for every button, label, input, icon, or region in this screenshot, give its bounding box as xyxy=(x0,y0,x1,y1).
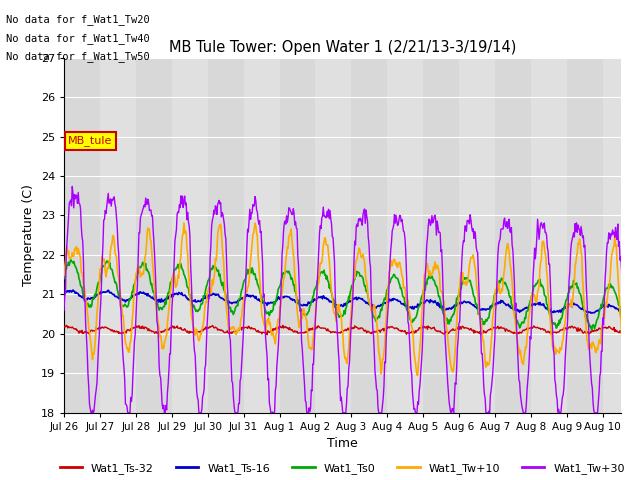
Wat1_Ts0 xyxy=(444,321,451,326)
Wat1_Ts-16 xyxy=(444,306,451,312)
Wat1_Tw+30 xyxy=(412,410,420,416)
Bar xyxy=(316,58,351,413)
Text: MB_tule: MB_tule xyxy=(68,135,113,146)
Bar xyxy=(280,58,316,413)
Wat1_Ts-32 xyxy=(262,330,269,336)
Line: Wat1_Ts-16: Wat1_Ts-16 xyxy=(64,290,639,314)
Wat1_Ts-16 xyxy=(635,306,640,312)
Wat1_Tw+10 xyxy=(233,327,241,333)
Wat1_Tw+30 xyxy=(129,372,137,377)
Wat1_Ts0 xyxy=(635,299,640,304)
Wat1_Ts-32 xyxy=(635,324,640,330)
Bar xyxy=(459,58,495,413)
Wat1_Ts0 xyxy=(284,270,292,276)
Wat1_Tw+10 xyxy=(414,372,422,378)
Wat1_Tw+10 xyxy=(445,343,452,348)
Wat1_Tw+10 xyxy=(284,245,292,251)
Wat1_Tw+30 xyxy=(68,183,76,189)
Bar xyxy=(208,58,244,413)
Wat1_Ts-16 xyxy=(69,287,77,293)
Wat1_Ts-32 xyxy=(233,328,241,334)
Wat1_Ts-32 xyxy=(285,327,292,333)
Bar xyxy=(64,58,100,413)
Wat1_Ts0 xyxy=(588,327,595,333)
Line: Wat1_Tw+30: Wat1_Tw+30 xyxy=(64,186,639,413)
Wat1_Ts-16 xyxy=(262,300,270,306)
Bar xyxy=(423,58,459,413)
Wat1_Tw+30 xyxy=(635,321,640,327)
Wat1_Ts0 xyxy=(262,311,270,317)
Wat1_Tw+10 xyxy=(412,360,419,365)
Bar xyxy=(567,58,603,413)
Wat1_Ts-32 xyxy=(445,331,452,336)
Wat1_Ts-32 xyxy=(279,323,287,328)
Wat1_Tw+10 xyxy=(127,331,135,337)
Text: No data for f_Wat1_Tw50: No data for f_Wat1_Tw50 xyxy=(6,51,150,62)
Bar xyxy=(351,58,387,413)
Wat1_Ts0 xyxy=(234,303,242,309)
Wat1_Tw+10 xyxy=(252,220,259,226)
X-axis label: Time: Time xyxy=(327,437,358,450)
Wat1_Tw+10 xyxy=(635,324,640,329)
Bar xyxy=(495,58,531,413)
Bar xyxy=(136,58,172,413)
Wat1_Ts-32 xyxy=(127,327,135,333)
Wat1_Ts0 xyxy=(129,288,136,294)
Wat1_Tw+30 xyxy=(60,308,68,313)
Wat1_Ts-16 xyxy=(129,294,136,300)
Wat1_Ts-32 xyxy=(60,324,68,329)
Wat1_Ts0 xyxy=(412,315,419,321)
Wat1_Ts0 xyxy=(67,257,75,263)
Wat1_Ts-16 xyxy=(412,304,419,310)
Bar xyxy=(531,58,567,413)
Bar xyxy=(172,58,208,413)
Wat1_Tw+30 xyxy=(235,401,243,407)
Wat1_Ts-16 xyxy=(234,298,242,303)
Wat1_Tw+30 xyxy=(87,410,95,416)
Wat1_Ts-32 xyxy=(412,329,420,335)
Title: MB Tule Tower: Open Water 1 (2/21/13-3/19/14): MB Tule Tower: Open Water 1 (2/21/13-3/1… xyxy=(169,40,516,55)
Wat1_Ts-32 xyxy=(263,332,271,337)
Text: No data for f_Wat1_Tw40: No data for f_Wat1_Tw40 xyxy=(6,33,150,44)
Wat1_Tw+10 xyxy=(262,324,270,330)
Wat1_Ts-16 xyxy=(284,294,292,300)
Wat1_Ts-16 xyxy=(60,288,68,294)
Wat1_Ts-16 xyxy=(625,311,632,317)
Wat1_Tw+30 xyxy=(445,390,452,396)
Bar xyxy=(244,58,280,413)
Line: Wat1_Ts0: Wat1_Ts0 xyxy=(64,260,639,330)
Wat1_Tw+30 xyxy=(285,205,292,211)
Legend: Wat1_Ts-32, Wat1_Ts-16, Wat1_Ts0, Wat1_Tw+10, Wat1_Tw+30: Wat1_Ts-32, Wat1_Ts-16, Wat1_Ts0, Wat1_T… xyxy=(56,458,629,478)
Y-axis label: Temperature (C): Temperature (C) xyxy=(22,184,35,286)
Bar xyxy=(603,58,639,413)
Line: Wat1_Tw+10: Wat1_Tw+10 xyxy=(64,223,639,375)
Text: No data for f_Wat1_Tw20: No data for f_Wat1_Tw20 xyxy=(6,14,150,25)
Wat1_Tw+30 xyxy=(263,353,271,359)
Line: Wat1_Ts-32: Wat1_Ts-32 xyxy=(64,325,639,335)
Bar xyxy=(387,58,423,413)
Wat1_Tw+10 xyxy=(60,272,68,278)
Bar xyxy=(100,58,136,413)
Wat1_Ts0 xyxy=(60,276,68,282)
